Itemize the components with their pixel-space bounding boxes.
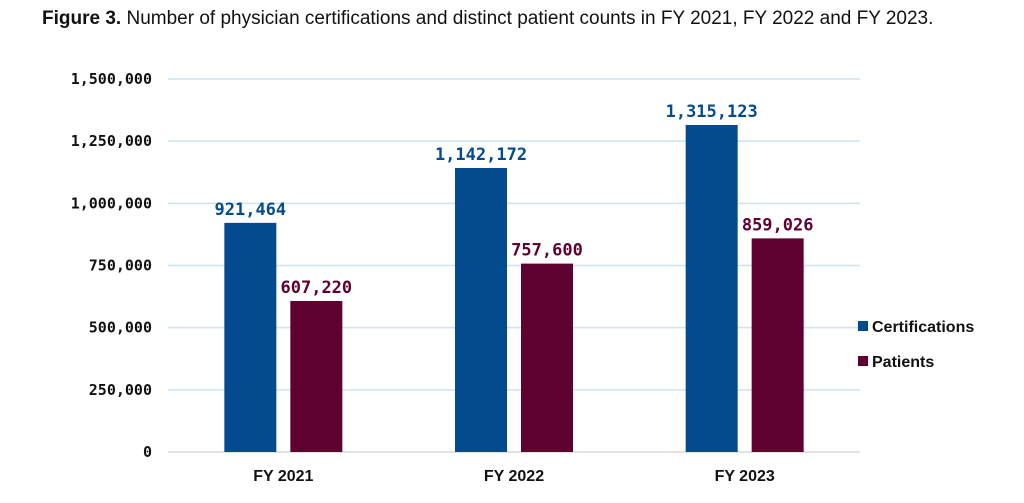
bar-certifications-fy2021 <box>224 222 277 452</box>
figure-label: Figure 3. <box>42 8 122 29</box>
x-tick-label: FY 2022 <box>484 468 544 485</box>
y-tick-label: 1,250,000 <box>71 132 152 150</box>
bar-certifications-fy2023 <box>685 124 738 452</box>
y-tick-label: 1,500,000 <box>71 70 152 88</box>
figure-caption-text: Number of physician certifications and d… <box>121 8 934 29</box>
figure-caption: Figure 3. Number of physician certificat… <box>42 8 933 30</box>
y-tick-label: 250,000 <box>89 381 152 399</box>
x-tick-label: FY 2021 <box>253 468 313 485</box>
data-label: 757,600 <box>511 241 583 261</box>
y-tick-label: 1,000,000 <box>71 194 152 212</box>
bar-patients-fy2023 <box>751 238 804 452</box>
bar-patients-fy2021 <box>290 301 343 452</box>
y-tick-label: 500,000 <box>89 319 152 337</box>
bar-certifications-fy2022 <box>455 167 507 452</box>
legend-swatch-patients <box>858 356 868 366</box>
data-label: 859,026 <box>742 215 814 235</box>
x-tick-label: FY 2023 <box>715 468 775 485</box>
bar-patients-fy2022 <box>521 263 573 452</box>
legend-label-certifications: Certifications <box>872 319 974 336</box>
legend-label-patients: Patients <box>872 354 934 371</box>
data-label: 1,315,123 <box>666 102 758 122</box>
data-label: 921,464 <box>215 200 287 220</box>
data-label: 607,220 <box>281 278 353 298</box>
y-tick-label: 0 <box>143 443 152 461</box>
data-label: 1,142,172 <box>435 145 527 165</box>
y-tick-label: 750,000 <box>89 257 152 275</box>
legend-swatch-certifications <box>858 321 868 331</box>
